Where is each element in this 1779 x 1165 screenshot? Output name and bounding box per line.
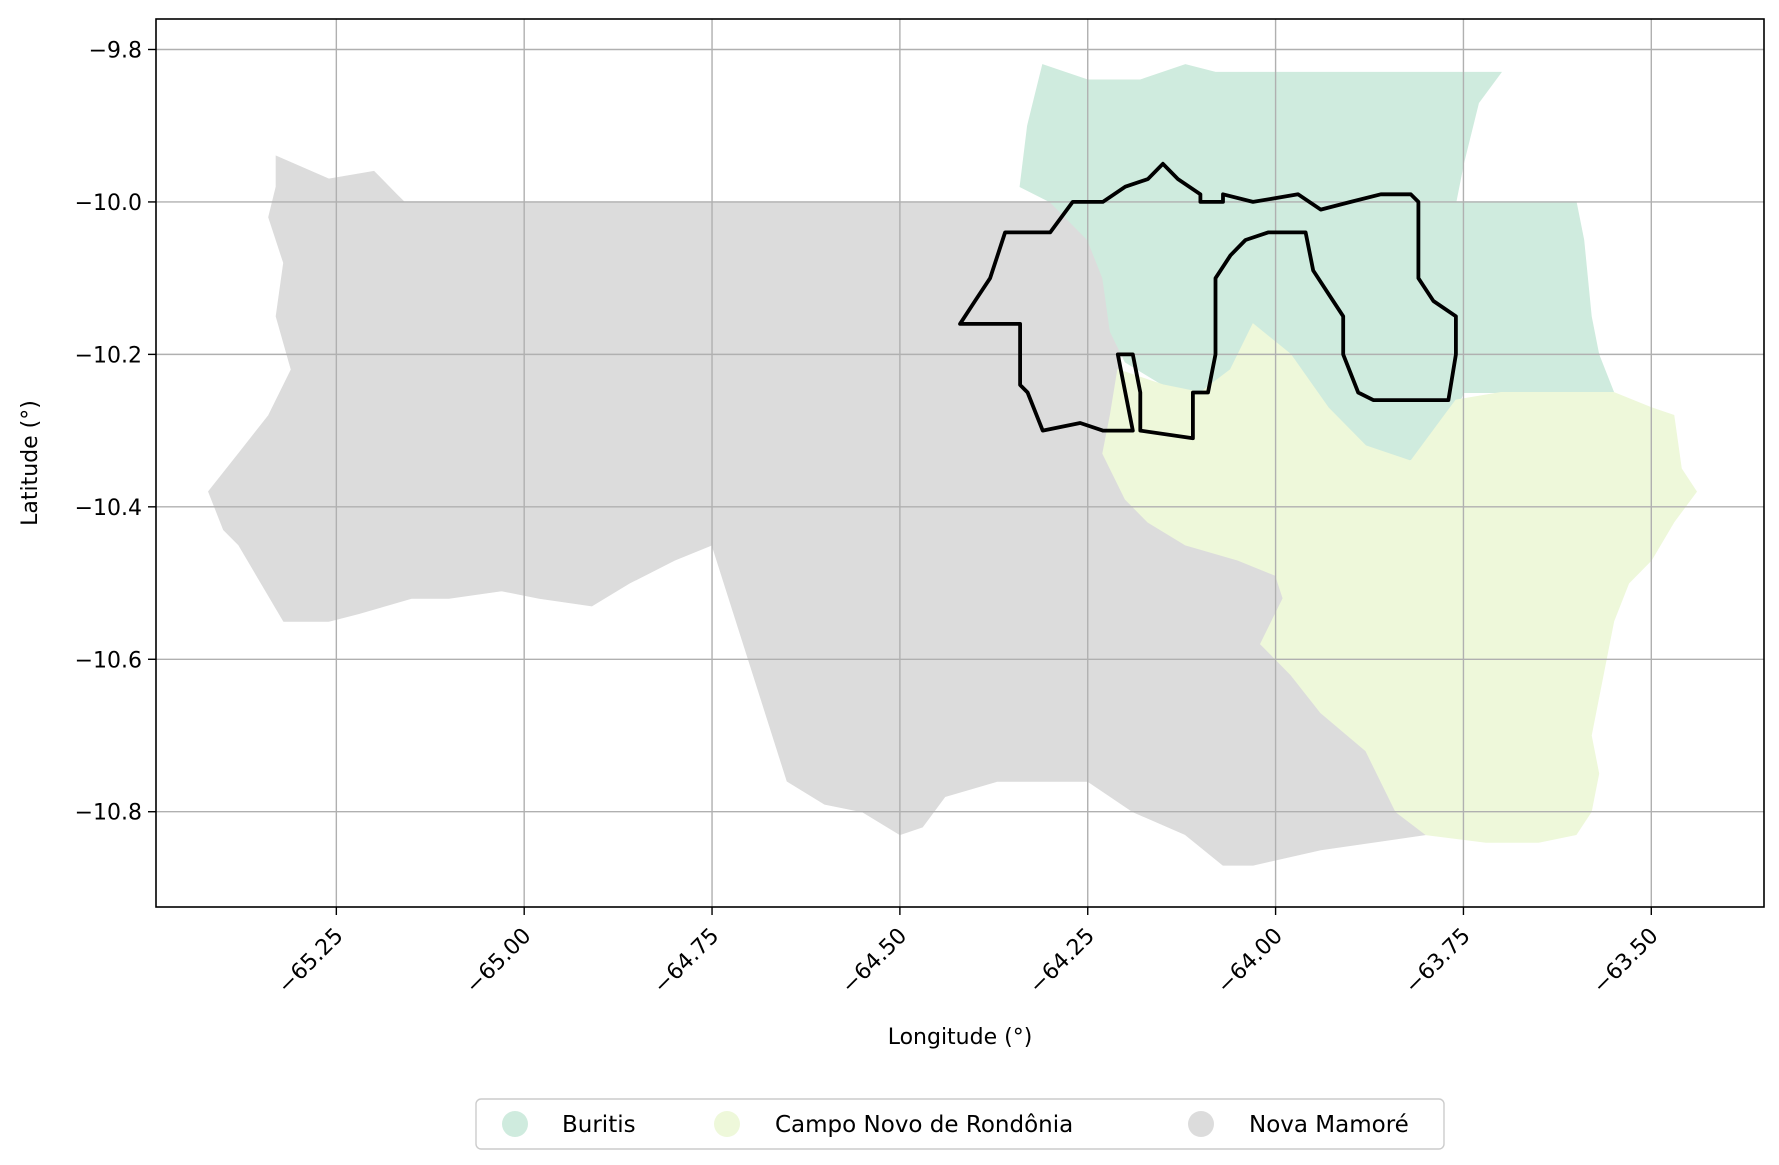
- y-tick-label: −10.4: [75, 496, 142, 521]
- legend-label-campo-novo-de-rondonia: Campo Novo de Rondônia: [775, 1112, 1073, 1138]
- legend-swatch-buritis: [502, 1111, 528, 1137]
- y-tick-label: −10.2: [75, 343, 142, 368]
- legend: Buritis Campo Novo de Rondônia Nova Mamo…: [475, 1098, 1445, 1150]
- y-tick-label: −10.0: [75, 191, 142, 216]
- y-axis-label: Latitude (°): [18, 400, 43, 526]
- y-tick-label: −10.6: [75, 648, 142, 673]
- highlight-outline-layer: [958, 161, 1458, 441]
- y-axis-ticks: −9.8 −10.0 −10.2 −10.4 −10.6 −10.8: [75, 38, 156, 826]
- y-tick-label: −9.8: [89, 38, 142, 63]
- highlight-outline: [958, 161, 1458, 441]
- region-campo-novo-de-rondonia: [1102, 323, 1698, 843]
- legend-label-nova-mamore: Nova Mamoré: [1249, 1112, 1409, 1138]
- legend-label-buritis: Buritis: [562, 1112, 636, 1138]
- legend-swatch-campo-novo-de-rondonia: [714, 1111, 740, 1137]
- plot-frame: [155, 18, 1765, 908]
- legend-swatch-nova-mamore: [1188, 1111, 1214, 1137]
- grid-lines: [156, 19, 1764, 907]
- x-axis-label: Longitude (°): [888, 1025, 1033, 1050]
- y-tick-label: −10.8: [75, 801, 142, 826]
